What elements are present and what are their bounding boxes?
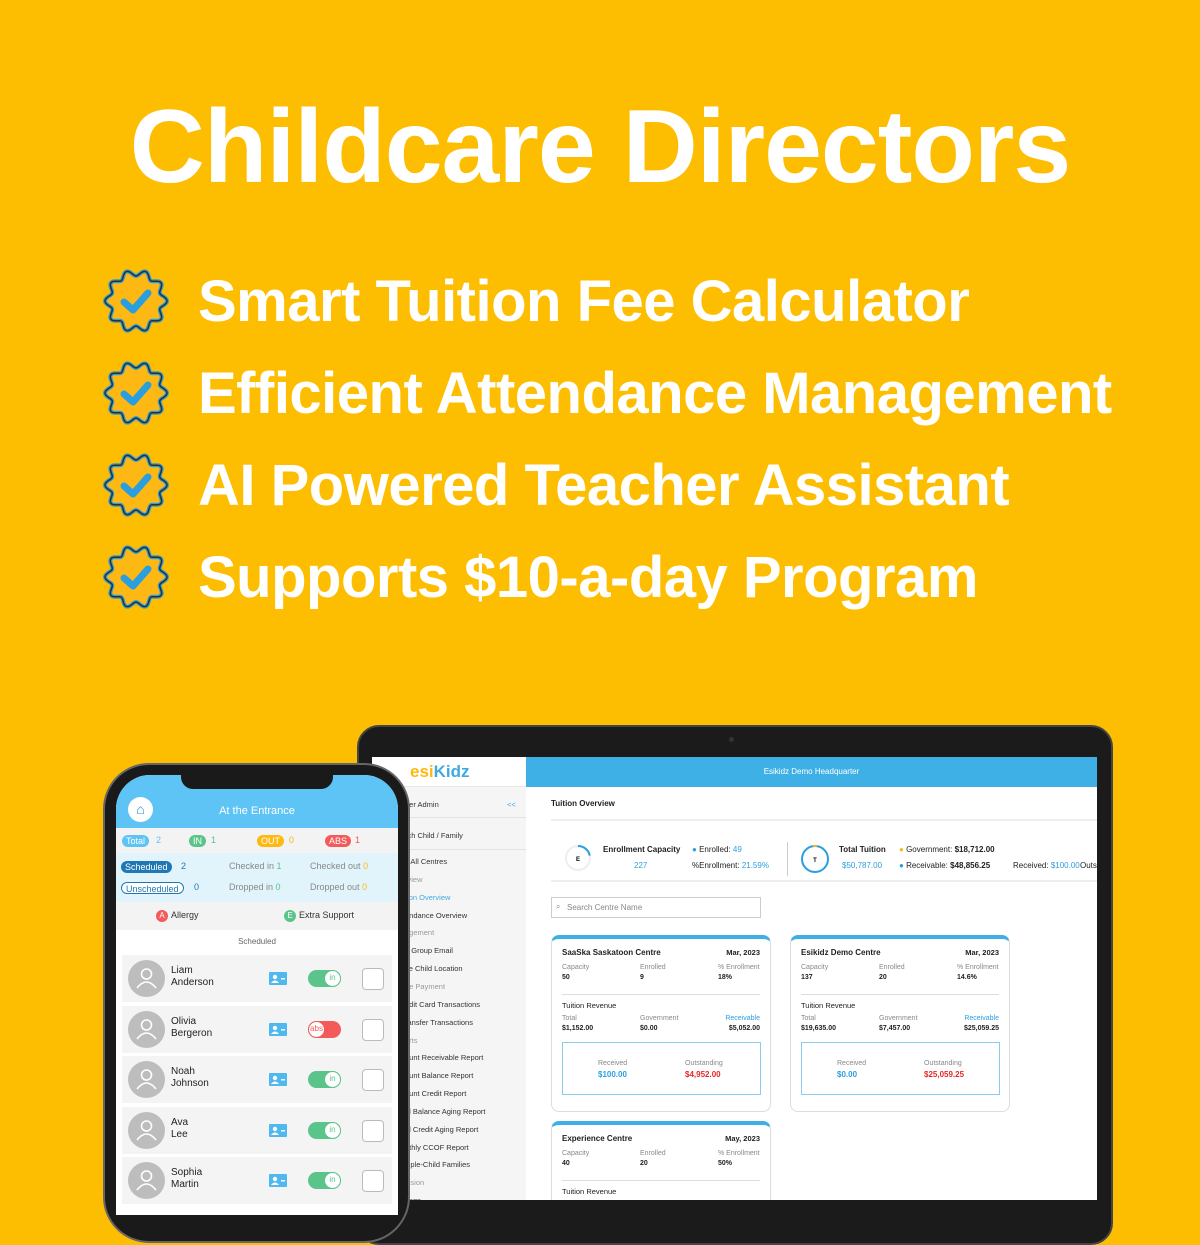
verified-badge-icon <box>102 361 170 425</box>
sidebar-item: agement <box>405 928 435 938</box>
sidebar-item: rview <box>405 874 423 884</box>
person-icon <box>136 1069 157 1090</box>
sidebar-item: orts <box>405 1035 418 1045</box>
feature-item: Efficient Attendance Management <box>102 358 1112 428</box>
centre-card[interactable]: SaaSka Saskatoon Centre Mar, 2023 Capacit… <box>551 935 771 1112</box>
child-name: Liam Anderson <box>171 965 214 988</box>
select-checkbox[interactable] <box>362 1069 384 1091</box>
child-name: Sophia Martin <box>171 1167 203 1190</box>
sidebar-item[interactable]: ve Child Location <box>405 964 463 974</box>
avatar <box>128 1162 165 1199</box>
page-title: Tuition Overview <box>551 799 615 808</box>
feature-item: Supports $10-a-day Program <box>102 542 978 612</box>
child-name: Olivia Bergeron <box>171 1015 213 1039</box>
laptop-screen: esiKidz per Admin << rch Child / Family v… <box>372 757 1097 1200</box>
feature-item: Smart Tuition Fee Calculator <box>102 266 970 336</box>
select-checkbox[interactable] <box>362 1119 384 1142</box>
sidebar-item[interactable]: nthly CCOF Report <box>405 1142 469 1152</box>
search-centre-input[interactable]: ⌕ Search Centre Name <box>551 897 761 918</box>
svg-text:E: E <box>576 857 580 863</box>
phone-screen: ⌂ At the Entrance Total 2 IN 1 OUT 0 ABS 1 S… <box>116 775 398 1215</box>
attendance-toggle[interactable]: in <box>308 970 341 987</box>
home-button[interactable]: ⌂ <box>128 797 153 822</box>
child-row[interactable]: Ava Lee in <box>122 1106 392 1154</box>
feature-label: Supports $10-a-day Program <box>198 544 978 610</box>
feature-item: AI Powered Teacher Assistant <box>102 450 1010 520</box>
section-label: Scheduled <box>238 937 276 946</box>
sidebar-item[interactable]: edit Card Transactions <box>405 999 481 1009</box>
feature-label: AI Powered Teacher Assistant <box>198 452 1010 518</box>
avatar <box>128 1111 165 1149</box>
phone-title: At the Entrance <box>219 805 295 817</box>
sidebar-item[interactable]: ld Credit Aging Report <box>405 1124 479 1134</box>
feature-label: Smart Tuition Fee Calculator <box>198 268 970 334</box>
select-checkbox[interactable] <box>362 968 384 990</box>
attendance-toggle[interactable]: abs <box>308 1020 341 1038</box>
feature-label: Efficient Attendance Management <box>198 360 1112 426</box>
sidebar-item[interactable]: ltiple-Child Families <box>405 1160 471 1170</box>
avatar <box>128 1010 165 1048</box>
collapse-sidebar-button[interactable]: << <box>507 800 516 809</box>
sidebar-item: ission <box>405 1178 425 1188</box>
sidebar-item[interactable]: ld Balance Aging Report <box>405 1106 486 1116</box>
child-row[interactable]: Sophia Martin in <box>122 1157 392 1204</box>
attendance-toggle[interactable]: in <box>308 1121 341 1139</box>
attendance-toggle[interactable]: in <box>308 1172 341 1189</box>
camera <box>729 737 734 742</box>
svg-text:T: T <box>813 858 817 864</box>
extra-support-icon: E <box>284 910 296 922</box>
sidebar-user: per Admin <box>405 800 439 809</box>
allergy-icon: A <box>156 910 168 922</box>
id-card-icon[interactable] <box>269 1174 287 1187</box>
headline: Childcare Directors <box>129 89 1071 205</box>
child-row[interactable]: Noah Johnson in <box>122 1056 392 1103</box>
sidebar-item[interactable]: ount Balance Report <box>405 1071 474 1081</box>
sidebar-item[interactable]: ount Credit Report <box>405 1089 467 1099</box>
sidebar-item[interactable]: v All Centres <box>405 857 448 866</box>
sidebar-item[interactable]: tings <box>405 1196 421 1200</box>
sidebar-item: ne Payment <box>405 981 446 991</box>
verified-badge-icon <box>102 545 170 609</box>
sidebar-item[interactable]: d Group Email <box>405 946 453 956</box>
verified-badge-icon <box>102 453 170 517</box>
tuition-ring: T <box>801 844 829 873</box>
child-name: Ava Lee <box>171 1116 189 1140</box>
centre-card[interactable]: Esikidz Demo Centre Mar, 2023 Capacity 137… <box>790 935 1010 1112</box>
id-card-icon[interactable] <box>269 1073 287 1086</box>
person-icon <box>136 1119 157 1141</box>
attendance-toggle[interactable]: in <box>308 1071 341 1088</box>
enrollment-ring: E <box>565 845 591 871</box>
sidebar-item[interactable]: tion Overview <box>405 892 451 902</box>
child-row[interactable]: Olivia Bergeron abs <box>122 1005 392 1053</box>
child-name: Noah Johnson <box>171 1066 209 1089</box>
header-title: Esikidz Demo Headquarter <box>526 757 1097 787</box>
child-row[interactable]: Liam Anderson in <box>122 955 392 1002</box>
person-icon <box>136 1170 157 1191</box>
id-card-icon[interactable] <box>269 972 287 985</box>
avatar <box>128 1061 165 1098</box>
person-icon <box>136 1018 157 1040</box>
verified-badge-icon <box>102 269 170 333</box>
select-checkbox[interactable] <box>362 1018 384 1041</box>
logo: esiKidz <box>372 757 526 787</box>
home-icon: ⌂ <box>136 801 145 817</box>
sidebar-item[interactable]: ount Receivable Report <box>405 1053 484 1063</box>
search-icon: ⌕ <box>556 902 561 911</box>
avatar <box>128 960 165 997</box>
legend: A Allergy E Extra Support <box>116 902 398 930</box>
sidebar-item[interactable]: endance Overview <box>405 910 468 920</box>
sidebar-item[interactable]: ransfer Transactions <box>405 1017 473 1027</box>
id-card-icon[interactable] <box>269 1022 287 1036</box>
sidebar-item[interactable]: rch Child / Family <box>405 831 463 840</box>
schedule-summary: Scheduled 2 Unscheduled 0 Checked in 1 Dro… <box>116 853 398 902</box>
centre-card[interactable]: Experience Centre May, 2023 Capacity 40 En… <box>551 1121 771 1200</box>
person-icon <box>136 968 157 989</box>
select-checkbox[interactable] <box>362 1170 384 1192</box>
count-bar: Total 2 IN 1 OUT 0 ABS 1 <box>116 828 398 853</box>
id-card-icon[interactable] <box>269 1123 287 1137</box>
